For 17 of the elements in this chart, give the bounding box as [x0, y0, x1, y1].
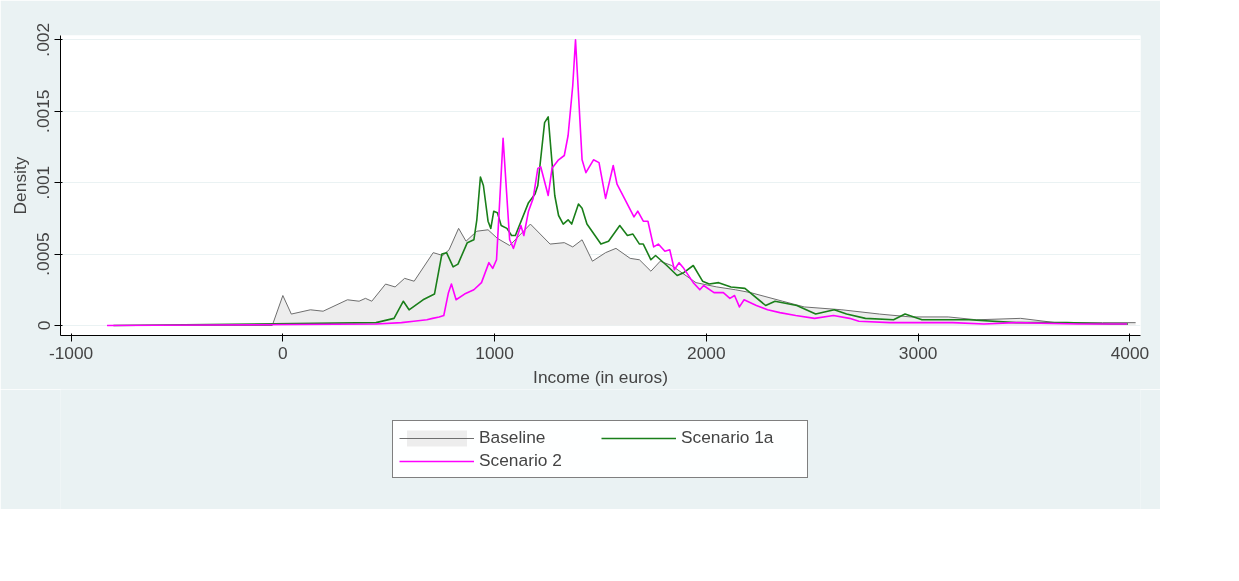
legend-label: Scenario 2 [479, 450, 563, 471]
y-tick-label: 0 [33, 320, 54, 331]
legend-label: Baseline [479, 427, 547, 448]
x-tick-label: 1000 [475, 342, 514, 363]
line-series [106, 38, 1128, 327]
y-tick-label: .0015 [33, 89, 54, 133]
y-tick-label: .0005 [33, 232, 54, 276]
x-tick-label: 3000 [898, 342, 938, 363]
y-tick-label: .002 [33, 22, 54, 57]
y-tick-label: .001 [33, 165, 54, 200]
legend-label: Scenario 1a [681, 427, 775, 448]
x-tick-label: 4000 [1110, 342, 1150, 363]
x-tick-label: 2000 [687, 342, 726, 363]
x-tick-label: -1000 [48, 342, 94, 363]
x-axis-title: Income (in euros) [533, 366, 668, 387]
y-axis-title: Density [9, 156, 30, 215]
x-tick-label: 0 [278, 342, 288, 363]
